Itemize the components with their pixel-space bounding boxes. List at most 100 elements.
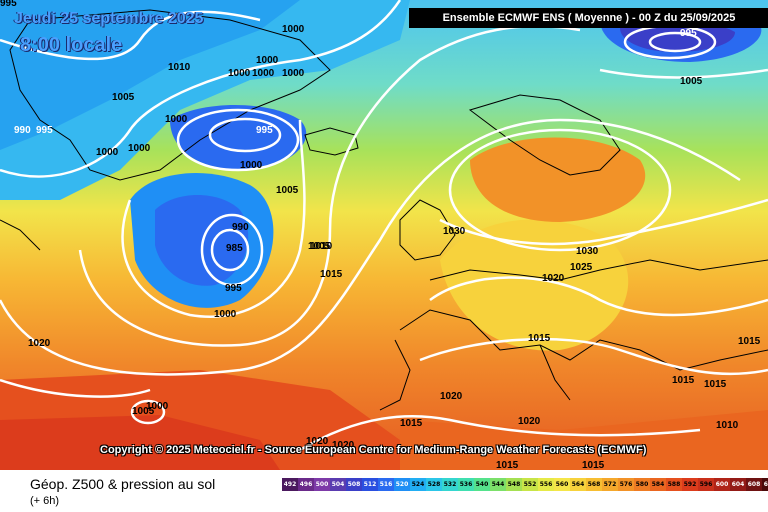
- forecast-date: Jeudi 25 septembre 2025: [14, 10, 204, 27]
- legend-swatch: 516: [378, 478, 394, 491]
- pressure-label: 985: [226, 243, 243, 254]
- pressure-label: 1020: [440, 391, 463, 402]
- pressure-label: 995: [0, 0, 17, 9]
- footer-panel: Géop. Z500 & pression au sol (+ 6h) 492 4…: [0, 470, 768, 512]
- legend-swatch: 588: [666, 478, 682, 491]
- scandinavia-coast: [468, 94, 621, 176]
- pressure-label: 1015: [496, 460, 519, 470]
- legend-swatch: 612: [762, 478, 768, 491]
- pressure-label: 1000: [256, 55, 279, 66]
- legend-swatch: 564: [570, 478, 586, 491]
- legend-swatch: 608: [746, 478, 762, 491]
- pressure-label: 1005: [680, 76, 703, 87]
- pressure-label: 1015: [704, 379, 727, 390]
- pressure-label: 1020: [306, 436, 329, 447]
- pressure-label: 1000: [214, 309, 237, 320]
- legend-swatch: 540: [474, 478, 490, 491]
- greenland-coast: [9, 9, 331, 181]
- pressure-label: 1025: [570, 262, 593, 273]
- pressure-label: 1000: [146, 401, 169, 412]
- pressure-label: 990: [14, 125, 31, 136]
- forecast-local-time: 8:00 locale: [20, 34, 123, 56]
- legend-swatch: 492: [282, 478, 298, 491]
- pressure-label: 1030: [576, 246, 599, 257]
- band-584-se: [400, 410, 768, 470]
- pressure-label: 1005: [112, 92, 135, 103]
- legend-swatch: 584: [650, 478, 666, 491]
- low-core-north: [170, 105, 307, 170]
- pressure-label: 995: [256, 125, 273, 136]
- model-run-label: Ensemble ECMWF ENS ( Moyenne ) - 00 Z du…: [409, 8, 768, 28]
- pressure-label: 1015: [400, 418, 423, 429]
- pressure-label: 1000: [228, 68, 251, 79]
- pressure-label: 1000: [128, 143, 151, 154]
- legend-swatch: 520: [394, 478, 410, 491]
- legend-swatch: 524: [410, 478, 426, 491]
- pressure-label: 1015: [528, 333, 551, 344]
- pressure-label: 1020: [542, 273, 565, 284]
- legend-swatch: 596: [698, 478, 714, 491]
- legend-swatch: 572: [602, 478, 618, 491]
- canada-coast: [0, 219, 41, 251]
- legend-swatch: 580: [634, 478, 650, 491]
- band-536: [0, 0, 300, 150]
- pressure-label: 1010: [310, 241, 333, 252]
- europe-coast-north: [429, 259, 768, 281]
- legend-swatch: 548: [506, 478, 522, 491]
- legend-swatch: 556: [538, 478, 554, 491]
- map-title: Géop. Z500 & pression au sol: [30, 476, 216, 492]
- pressure-label: 1000: [282, 24, 305, 35]
- legend-swatch: 552: [522, 478, 538, 491]
- iceland-coast: [304, 127, 359, 156]
- legend-swatch: 508: [346, 478, 362, 491]
- band-592-sw: [0, 415, 280, 470]
- legend-swatch: 576: [618, 478, 634, 491]
- ridge-band: [440, 219, 629, 351]
- legend-swatch: 592: [682, 478, 698, 491]
- ridge-north: [470, 137, 646, 222]
- pressure-label: 995: [680, 28, 697, 39]
- isobars: [0, 0, 768, 450]
- italy-coast: [539, 344, 571, 401]
- legend-swatch: 504: [330, 478, 346, 491]
- pressure-label: 1000: [165, 114, 188, 125]
- copyright-notice: Copyright © 2025 Meteociel.fr - Source E…: [100, 444, 647, 456]
- forecast-step: (+ 6h): [30, 495, 60, 507]
- iberia-coast: [379, 339, 411, 411]
- pressure-label: 1020: [28, 338, 51, 349]
- pressure-label: 1030: [443, 226, 466, 237]
- map-canvas: [0, 0, 768, 470]
- pressure-label: 995: [36, 125, 53, 136]
- forecast-map: Jeudi 25 septembre 2025 8:00 locale Ense…: [0, 0, 768, 470]
- legend-swatch: 532: [442, 478, 458, 491]
- mediterranean-coast: [399, 309, 768, 371]
- pressure-label: 1005: [276, 185, 299, 196]
- legend-swatch: 528: [426, 478, 442, 491]
- pressure-label: 1020: [518, 416, 541, 427]
- pressure-label: 1015: [672, 375, 695, 386]
- legend-swatch: 600: [714, 478, 730, 491]
- legend-swatch: 512: [362, 478, 378, 491]
- legend-swatch: 568: [586, 478, 602, 491]
- legend-swatch: 604: [730, 478, 746, 491]
- legend-swatch: 560: [554, 478, 570, 491]
- z500-color-legend: 492 496 500 504 508 512 516 520 524 528 532 536 540 5…: [282, 478, 768, 491]
- pressure-label: 1005: [132, 406, 155, 417]
- pressure-label: 1015: [320, 269, 343, 280]
- pressure-label: 1015: [738, 336, 761, 347]
- pressure-label: 1000: [96, 147, 119, 158]
- legend-swatch: 536: [458, 478, 474, 491]
- pressure-label: 990: [232, 222, 249, 233]
- legend-swatch: 496: [298, 478, 314, 491]
- pressure-label: 1010: [168, 62, 191, 73]
- pressure-label: 1005: [308, 241, 331, 252]
- pressure-label: 1015: [582, 460, 605, 470]
- trough-core: [155, 195, 249, 286]
- pressure-label: 1000: [282, 68, 305, 79]
- pressure-label: 1010: [716, 420, 739, 431]
- pressure-label: 1020: [332, 440, 355, 451]
- legend-swatch: 544: [490, 478, 506, 491]
- pressure-label: 995: [225, 283, 242, 294]
- legend-swatch: 500: [314, 478, 330, 491]
- british-isles-coast: [399, 199, 456, 261]
